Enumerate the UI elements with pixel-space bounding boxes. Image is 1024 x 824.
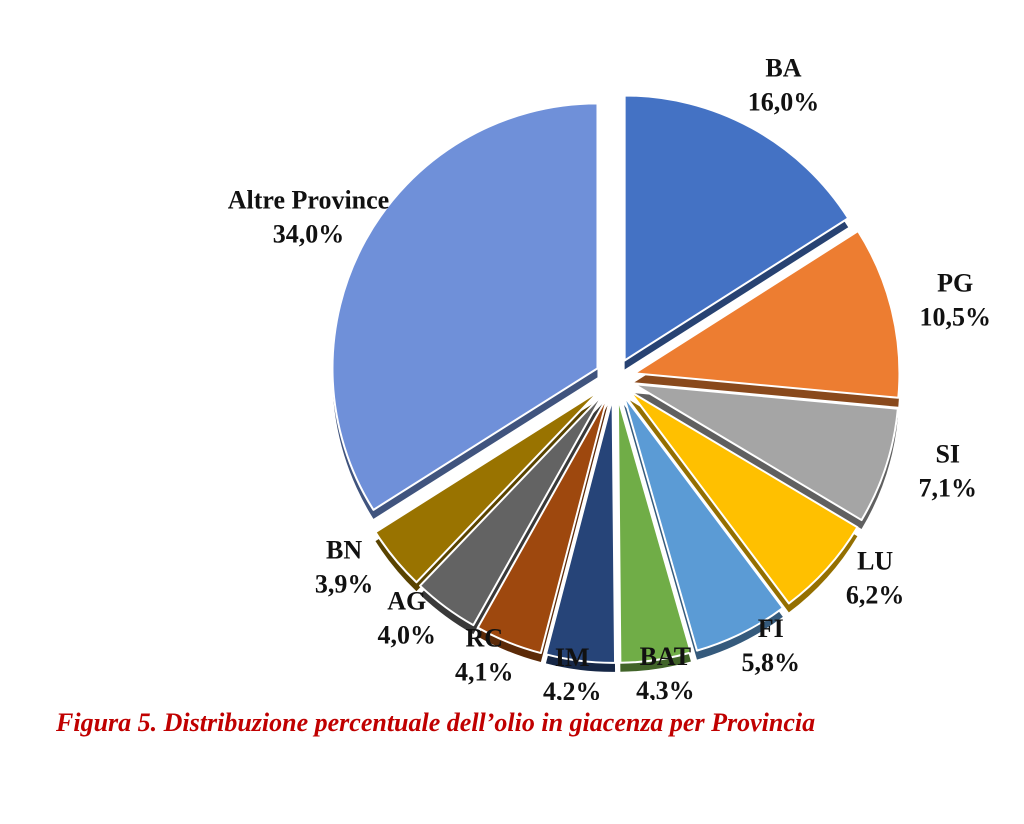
- pie-slice-label-RC: RC 4,1%: [455, 623, 514, 686]
- pie-slice-labels: BA 16,0% PG 10,5% SI 7,1%LU 6,2% FI 5,8% BAT 4,3% I…: [228, 53, 991, 700]
- pie-slice-PG: [633, 230, 901, 399]
- pie-slice-label-Altre-Province: Altre Province 34,0%: [228, 185, 389, 248]
- pie-chart: BA 16,0% PG 10,5% SI 7,1%LU 6,2% FI 5,8% BAT 4,3% I…: [228, 53, 991, 700]
- pie-slice-label-LU: LU 6,2%: [846, 546, 905, 609]
- pie-slice-IM: [544, 396, 617, 664]
- pie-slice-SI: [633, 383, 899, 522]
- figure-caption: Figura 5. Distribuzione percentuale dell…: [56, 708, 816, 737]
- pie-slice-label-BN: BN 3,9%: [315, 536, 374, 599]
- pie-slice-label-PG: PG 10,5%: [919, 268, 991, 331]
- pie-slices: [331, 94, 901, 664]
- pie-slice-label-SI: SI 7,1%: [918, 439, 977, 502]
- pie-slice-FI: [622, 394, 784, 652]
- pie-slice-label-AG: AG 4,0%: [378, 587, 437, 650]
- pie-slice-label-BA: BA 16,0%: [748, 53, 820, 116]
- pie-slice-Altre-Province: [331, 102, 599, 511]
- pie-slice-RC: [476, 395, 609, 655]
- pie-slice-AG: [419, 393, 605, 627]
- pie-slice-BN: [374, 389, 601, 584]
- pie-slice-label-BAT: BAT 4,3%: [636, 642, 695, 700]
- pie-slice-label-IM: IM 4,2%: [543, 643, 602, 700]
- pie-slice-BA: [623, 94, 850, 362]
- pie-slice-LU: [628, 390, 859, 605]
- pie-slice-label-FI: FI 5,8%: [742, 614, 801, 677]
- pie-slice-BAT: [616, 396, 692, 664]
